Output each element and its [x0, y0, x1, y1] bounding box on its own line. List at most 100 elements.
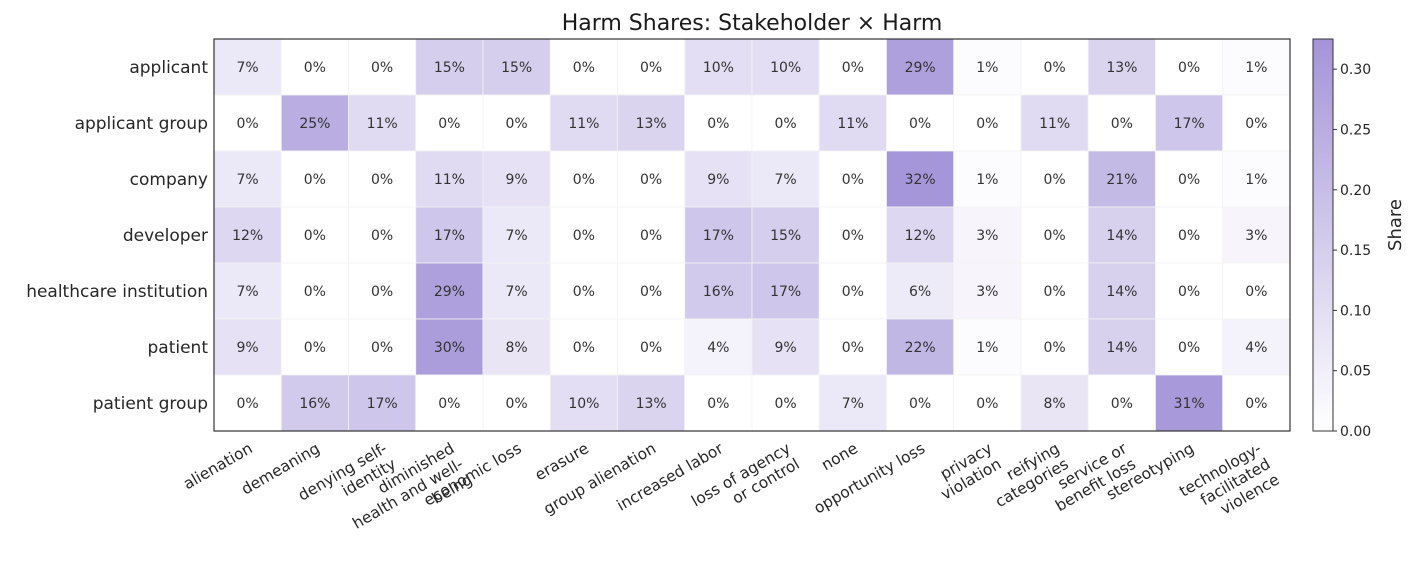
cell-value-label: 32% [905, 172, 936, 188]
heatmap-cell [280, 94, 349, 152]
cell-value-label: 0% [237, 116, 259, 132]
cell-value-label: 0% [304, 284, 326, 300]
heatmap-cell [684, 318, 753, 376]
heatmap-cell [1155, 262, 1224, 320]
cell-value-label: 0% [506, 116, 528, 132]
cell-value-label: 0% [371, 340, 393, 356]
heatmap-cell [751, 94, 820, 152]
cell-value-label: 10% [770, 60, 801, 76]
colorbar-tick-label: 0.30 [1340, 62, 1371, 78]
cell-value-label: 15% [770, 228, 801, 244]
heatmap-cell [953, 38, 1022, 96]
heatmap-cell [684, 262, 753, 320]
svg-text:none: none [818, 439, 860, 474]
cell-value-label: 22% [905, 340, 936, 356]
cell-value-label: 31% [1174, 396, 1205, 412]
cell-value-label: 0% [909, 396, 931, 412]
cell-value-label: 0% [573, 228, 595, 244]
cell-value-label: 0% [775, 116, 797, 132]
cell-value-label: 10% [568, 396, 599, 412]
cell-value-label: 15% [434, 60, 465, 76]
cell-value-label: 0% [640, 284, 662, 300]
cell-value-label: 0% [842, 172, 864, 188]
cell-value-label: 0% [371, 228, 393, 244]
column-label: none [818, 439, 860, 474]
cell-value-label: 0% [371, 172, 393, 188]
heatmap-cell [482, 150, 551, 208]
cell-value-label: 0% [304, 60, 326, 76]
cell-value-label: 11% [434, 172, 465, 188]
heatmap-cell [549, 206, 618, 264]
column-label: group alienation [540, 439, 659, 518]
cell-value-label: 8% [506, 340, 528, 356]
cell-value-label: 0% [842, 228, 864, 244]
heatmap-cell [684, 374, 753, 432]
cell-value-label: 0% [573, 60, 595, 76]
heatmap-cell [482, 206, 551, 264]
cell-value-label: 12% [232, 228, 263, 244]
cell-value-label: 21% [1106, 172, 1137, 188]
cell-value-label: 0% [842, 284, 864, 300]
cell-value-label: 9% [775, 340, 797, 356]
row-label: patient [148, 338, 209, 358]
heatmap-cell [415, 318, 484, 376]
cell-value-label: 17% [703, 228, 734, 244]
heatmap-cell [1222, 38, 1291, 96]
heatmap-cell [549, 374, 618, 432]
heatmap-cell [617, 318, 686, 376]
heatmap-cell [1222, 206, 1291, 264]
plot-frame [213, 38, 1291, 432]
cell-value-label: 25% [299, 116, 330, 132]
cell-value-label: 0% [438, 116, 460, 132]
cell-value-label: 0% [640, 228, 662, 244]
cell-value-label: 9% [237, 340, 259, 356]
cell-value-label: 11% [568, 116, 599, 132]
heatmap-cell [482, 94, 551, 152]
heatmap-cell [1087, 318, 1156, 376]
cell-value-label: 0% [304, 172, 326, 188]
heatmap-cell [415, 374, 484, 432]
cell-value-label: 0% [1178, 228, 1200, 244]
cell-value-label: 1% [976, 60, 998, 76]
cell-value-label: 7% [842, 396, 864, 412]
cell-value-label: 0% [573, 340, 595, 356]
colorbar-tick-label: 0.20 [1340, 183, 1371, 199]
cell-value-label: 29% [434, 284, 465, 300]
cell-value-label: 0% [640, 60, 662, 76]
heatmap-cell [482, 262, 551, 320]
cell-value-label: 0% [1245, 116, 1267, 132]
heatmap-cell [1087, 150, 1156, 208]
cell-value-label: 1% [1245, 60, 1267, 76]
heatmap-cell [751, 318, 820, 376]
heatmap-cell [348, 150, 417, 208]
cell-value-label: 13% [636, 396, 667, 412]
cell-value-label: 9% [506, 172, 528, 188]
cell-value-label: 6% [909, 284, 931, 300]
cell-value-label: 0% [1111, 116, 1133, 132]
cell-value-label: 17% [1174, 116, 1205, 132]
heatmap-cell [1020, 38, 1089, 96]
cell-value-label: 29% [905, 60, 936, 76]
cell-value-label: 0% [1044, 340, 1066, 356]
cell-value-label: 11% [1039, 116, 1070, 132]
heatmap-cell [482, 318, 551, 376]
cell-value-label: 14% [1106, 284, 1137, 300]
colorbar-gradient [1312, 38, 1334, 432]
cell-value-label: 4% [1245, 340, 1267, 356]
cell-value-label: 0% [842, 340, 864, 356]
heatmap-cell [818, 38, 887, 96]
heatmap-cell [1020, 262, 1089, 320]
svg-text:group alienation: group alienation [540, 439, 659, 518]
heatmap-cell [415, 94, 484, 152]
cell-value-label: 3% [1245, 228, 1267, 244]
cell-value-label: 0% [707, 396, 729, 412]
heatmap-cell [549, 262, 618, 320]
cell-value-label: 7% [237, 172, 259, 188]
heatmap-cell [818, 262, 887, 320]
heatmap-cell [280, 38, 349, 96]
cell-value-label: 0% [909, 116, 931, 132]
cell-value-label: 3% [976, 228, 998, 244]
heatmap-cell [1020, 150, 1089, 208]
heatmap-cell [953, 262, 1022, 320]
